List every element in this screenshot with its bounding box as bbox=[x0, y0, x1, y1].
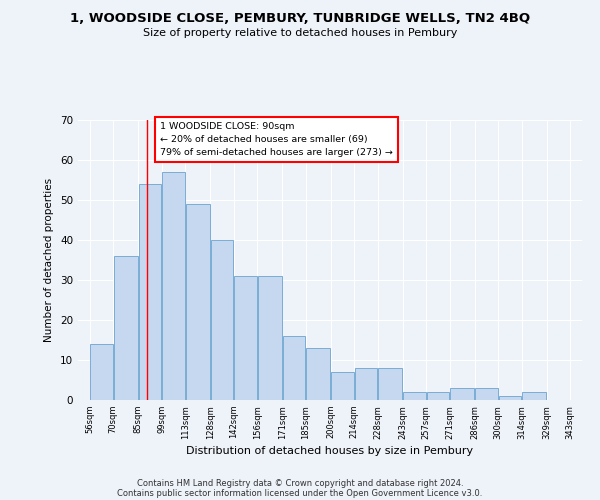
X-axis label: Distribution of detached houses by size in Pembury: Distribution of detached houses by size … bbox=[187, 446, 473, 456]
Bar bbox=[257, 276, 282, 400]
Bar bbox=[234, 276, 257, 400]
Text: Contains HM Land Registry data © Crown copyright and database right 2024.: Contains HM Land Registry data © Crown c… bbox=[137, 478, 463, 488]
Text: 1 WOODSIDE CLOSE: 90sqm
← 20% of detached houses are smaller (69)
79% of semi-de: 1 WOODSIDE CLOSE: 90sqm ← 20% of detache… bbox=[160, 122, 393, 158]
Bar bbox=[139, 184, 161, 400]
Bar bbox=[185, 204, 210, 400]
Bar bbox=[355, 368, 377, 400]
Bar bbox=[403, 392, 426, 400]
Bar bbox=[306, 348, 331, 400]
Bar bbox=[113, 256, 138, 400]
Text: Size of property relative to detached houses in Pembury: Size of property relative to detached ho… bbox=[143, 28, 457, 38]
Bar bbox=[162, 172, 185, 400]
Bar bbox=[475, 388, 498, 400]
Bar bbox=[331, 372, 354, 400]
Text: Contains public sector information licensed under the Open Government Licence v3: Contains public sector information licen… bbox=[118, 488, 482, 498]
Text: 1, WOODSIDE CLOSE, PEMBURY, TUNBRIDGE WELLS, TN2 4BQ: 1, WOODSIDE CLOSE, PEMBURY, TUNBRIDGE WE… bbox=[70, 12, 530, 26]
Bar bbox=[499, 396, 521, 400]
Bar bbox=[522, 392, 547, 400]
Y-axis label: Number of detached properties: Number of detached properties bbox=[44, 178, 55, 342]
Bar bbox=[450, 388, 475, 400]
Bar bbox=[378, 368, 403, 400]
Bar bbox=[211, 240, 233, 400]
Bar bbox=[90, 344, 113, 400]
Bar bbox=[427, 392, 449, 400]
Bar bbox=[283, 336, 305, 400]
